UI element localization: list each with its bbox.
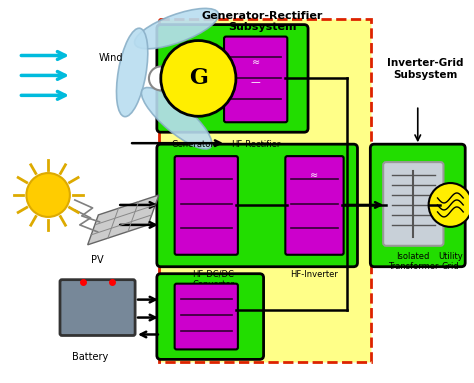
Text: HF-Inverter: HF-Inverter [290, 270, 338, 279]
Text: Generator-Rectifier
Subsystem: Generator-Rectifier Subsystem [202, 11, 323, 32]
FancyBboxPatch shape [157, 274, 264, 359]
FancyBboxPatch shape [174, 284, 238, 349]
Ellipse shape [117, 28, 148, 117]
FancyBboxPatch shape [224, 36, 287, 122]
Circle shape [428, 183, 472, 227]
Text: PV: PV [91, 255, 104, 265]
FancyBboxPatch shape [159, 19, 371, 362]
Text: Wind: Wind [99, 54, 124, 64]
Text: —: — [251, 77, 261, 87]
Ellipse shape [141, 88, 212, 149]
Text: HF-Rectifier: HF-Rectifier [231, 140, 280, 149]
FancyBboxPatch shape [285, 156, 344, 255]
FancyBboxPatch shape [157, 25, 308, 132]
FancyBboxPatch shape [383, 162, 444, 246]
Circle shape [149, 67, 173, 90]
FancyBboxPatch shape [174, 156, 238, 255]
Text: Isolated
Transformer: Isolated Transformer [388, 252, 438, 271]
FancyBboxPatch shape [370, 144, 465, 267]
FancyBboxPatch shape [60, 280, 135, 336]
Text: G: G [189, 67, 208, 89]
Text: Battery: Battery [72, 352, 108, 362]
FancyBboxPatch shape [157, 144, 357, 267]
Text: Generator: Generator [172, 140, 215, 149]
Ellipse shape [135, 8, 219, 49]
Text: ≈: ≈ [252, 57, 260, 67]
Text: HF-DC/DC
Converter: HF-DC/DC Converter [192, 270, 234, 289]
Text: Utility
Grid: Utility Grid [438, 252, 463, 271]
Circle shape [161, 41, 236, 116]
Text: Inverter-Grid
Subsystem: Inverter-Grid Subsystem [387, 59, 464, 80]
Circle shape [27, 173, 70, 217]
Polygon shape [88, 195, 159, 245]
Text: ≈: ≈ [310, 170, 318, 180]
